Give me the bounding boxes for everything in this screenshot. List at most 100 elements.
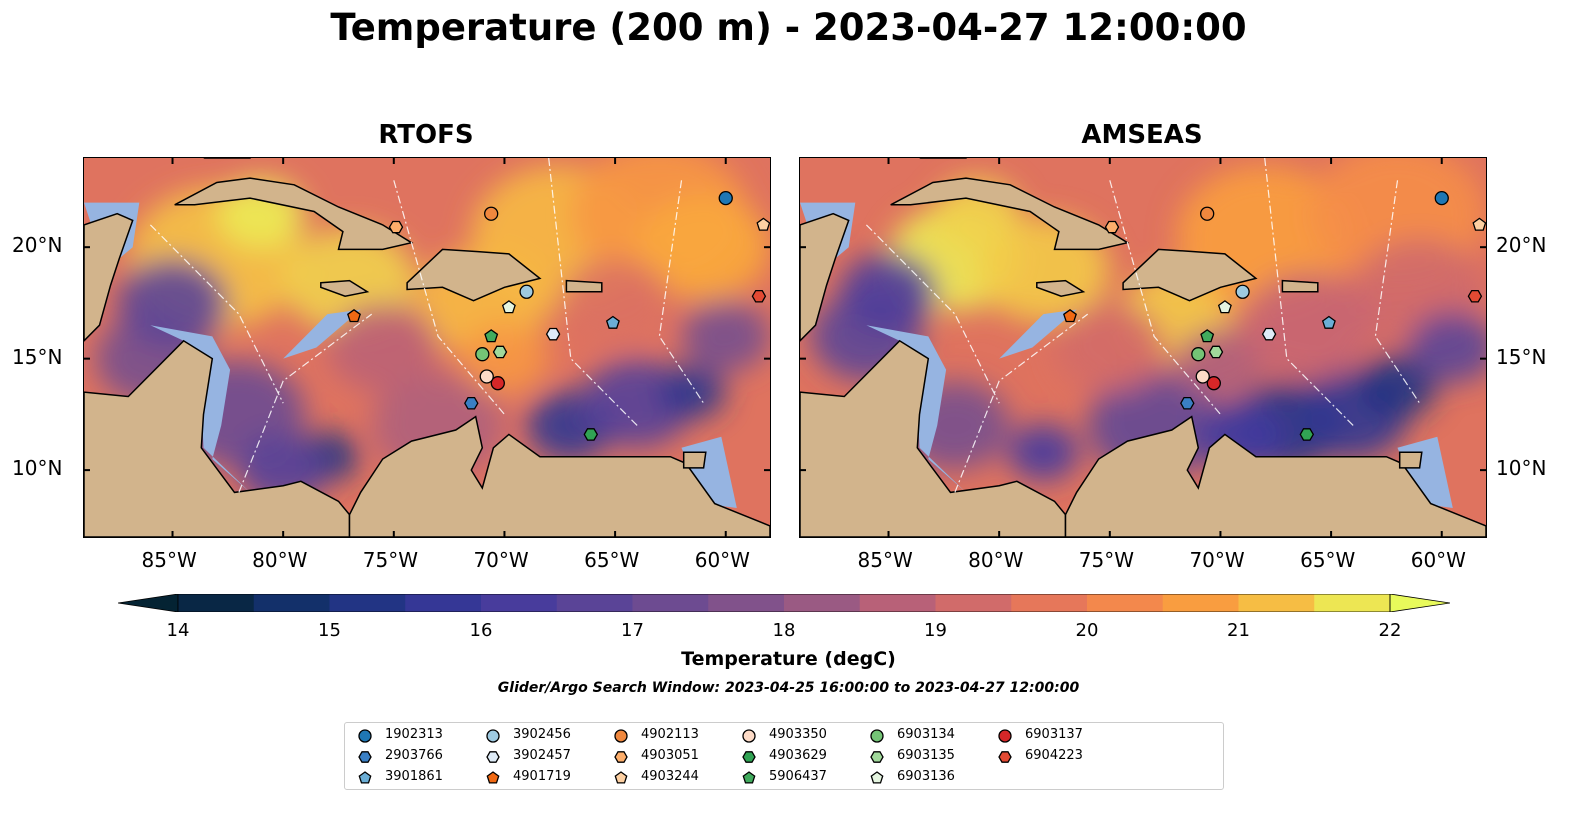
colorbar-tick-label: 19 [924, 620, 947, 641]
profile-marker-6903135[interactable] [492, 345, 508, 359]
map-panel-amseas[interactable] [799, 157, 1487, 538]
hexagon-marker-icon [486, 751, 500, 763]
land-cuba [174, 177, 414, 251]
colorbar-tick-label: 15 [318, 620, 341, 641]
circle-marker-icon [742, 729, 756, 743]
profile-marker-6903136[interactable] [501, 300, 516, 314]
profile-marker-6904223[interactable] [1467, 289, 1483, 303]
lon-tick-label: 75°W [1078, 548, 1135, 572]
profile-marker-3902456[interactable] [1235, 284, 1250, 299]
lat-tick-label-right: 15°N [1496, 344, 1547, 369]
pentagon-marker-icon [486, 771, 500, 784]
profile-marker-6904223[interactable] [751, 289, 767, 303]
profile-marker-4902113[interactable] [484, 206, 499, 221]
profile-marker-1902313[interactable] [718, 190, 733, 206]
legend-label: 3902456 [513, 727, 571, 742]
pentagon-marker-icon [742, 771, 756, 784]
land-yucatan [84, 212, 134, 342]
lon-tick-label: 80°W [968, 548, 1024, 572]
figure-title: Temperature (200 m) - 2023-04-27 12:00:0… [330, 6, 1247, 49]
legend-label: 4903051 [641, 748, 699, 763]
profile-marker-6903134[interactable] [1191, 347, 1206, 362]
colorbar-tick-label: 20 [1075, 620, 1099, 641]
lon-tick-label: 80°W [252, 548, 308, 572]
circle-marker-icon [614, 729, 628, 743]
profile-marker-4903051[interactable] [1104, 220, 1120, 234]
profile-marker-3902457[interactable] [1261, 327, 1277, 341]
land-central [84, 339, 351, 537]
profile-marker-4901719[interactable] [1063, 308, 1077, 323]
profile-marker-4903629[interactable] [1299, 428, 1315, 441]
lon-tick-label: 60°W [1410, 548, 1466, 572]
land-southam [348, 415, 770, 537]
colorbar-bin [1314, 594, 1391, 612]
pentagon-marker-icon [358, 771, 372, 784]
profile-marker-6903134[interactable] [475, 347, 490, 362]
colorbar-bin [1162, 594, 1239, 612]
profile-marker-3901861[interactable] [605, 315, 620, 329]
profile-marker-4903244[interactable] [1472, 217, 1486, 231]
colorbar-bin [1087, 594, 1164, 612]
profile-marker-6903137[interactable] [490, 376, 505, 391]
lat-tick-label-left: 20°N [12, 233, 63, 258]
search-window-text: Glider/Argo Search Window: 2023-04-25 16… [497, 680, 1080, 696]
profile-marker-2903766[interactable] [1180, 396, 1195, 410]
profile-marker-5906437[interactable] [484, 329, 499, 343]
profile-marker-4901719[interactable] [347, 308, 361, 323]
lat-tick-label-left: 10°N [12, 456, 63, 481]
profile-marker-6903135[interactable] [1208, 345, 1224, 359]
colorbar-tick-label: 14 [166, 620, 190, 641]
profile-marker-5906437[interactable] [1200, 329, 1215, 343]
lat-tick-label-left: 15°N [12, 344, 63, 369]
profile-marker-4903244[interactable] [756, 217, 770, 231]
circle-marker-icon [358, 729, 372, 743]
colorbar [117, 593, 1451, 613]
profile-marker-4903350[interactable] [479, 369, 494, 384]
profile-marker-3902456[interactable] [519, 284, 534, 299]
colorbar-bin [405, 594, 482, 612]
map-panel-rtofs[interactable] [83, 157, 771, 538]
profile-marker-2903766[interactable] [464, 396, 479, 410]
hexagon-marker-icon [998, 751, 1012, 763]
colorbar-bin [178, 594, 255, 612]
land-trinidad [682, 451, 707, 469]
profile-marker-3901861[interactable] [1321, 315, 1336, 329]
profile-marker-6903136[interactable] [1217, 300, 1232, 314]
land-cuba [890, 177, 1130, 251]
panel-title-amseas: AMSEAS [1081, 120, 1203, 150]
legend-label: 6903134 [897, 727, 955, 742]
colorbar-bin [935, 594, 1012, 612]
lon-tick-label: 85°W [141, 548, 197, 572]
colorbar-bin [708, 594, 785, 612]
land-jamaica [1036, 279, 1086, 297]
legend-label: 3901861 [385, 769, 443, 784]
colorbar-bin [253, 594, 330, 612]
profile-marker-4903629[interactable] [583, 428, 599, 441]
profile-marker-4903350[interactable] [1195, 369, 1210, 384]
lon-tick-label: 65°W [1300, 548, 1356, 572]
lon-tick-label: 70°W [1189, 548, 1245, 572]
colorbar-graphic [117, 593, 1451, 613]
colorbar-tick-label: 17 [621, 620, 644, 641]
colorbar-title: Temperature (degC) [681, 648, 896, 670]
colorbar-tick-label: 22 [1378, 620, 1402, 641]
land-southam [1064, 415, 1486, 537]
profile-marker-4902113[interactable] [1200, 206, 1215, 221]
land-yucatan [800, 212, 850, 342]
pentagon-marker-icon [614, 771, 628, 784]
lon-tick-label: 65°W [584, 548, 640, 572]
profile-marker-3902457[interactable] [545, 327, 561, 341]
legend-label: 6903137 [1025, 727, 1083, 742]
legend-label: 1902313 [385, 727, 443, 742]
profile-marker-4903051[interactable] [388, 220, 404, 234]
map-canvas [84, 158, 770, 537]
profile-marker-1902313[interactable] [1434, 190, 1449, 206]
colorbar-bin [556, 594, 633, 612]
lat-tick-label-right: 10°N [1496, 456, 1547, 481]
land-jamaica [320, 279, 370, 297]
colorbar-tick-label: 18 [772, 620, 796, 641]
colorbar-tick-label: 16 [469, 620, 493, 641]
profile-marker-6903137[interactable] [1206, 376, 1221, 391]
colorbar-bin [632, 594, 709, 612]
colorbar-bin [481, 594, 558, 612]
